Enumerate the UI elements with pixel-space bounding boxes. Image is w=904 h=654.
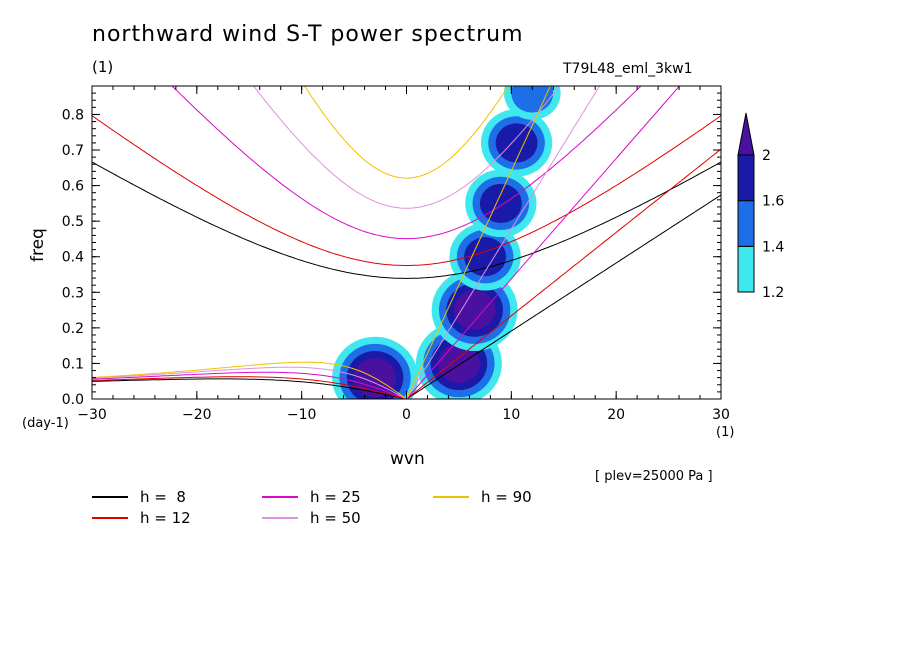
rossby-curve-4 [92,361,407,399]
kelvin-curve-0 [406,194,721,399]
y-tick-label-0: 0.0 [62,392,84,408]
y-axis-unit: (day-1) [22,416,69,431]
colorbar-band-2 [737,154,755,202]
legend-swatch [262,517,298,519]
y-tick-label-6: 0.6 [62,179,84,195]
kelvin-curve-3 [406,86,601,399]
legend-entry-0: h = 8 [92,488,186,506]
chart-title: northward wind S-T power spectrum [92,22,524,47]
legend-label: h = 90 [481,488,532,506]
x-tick-label-5: 20 [607,407,625,423]
x-axis-label: wvn [390,449,425,469]
kelvin-curve-2 [406,86,681,399]
spectral-peak-5-level-2 [495,123,538,163]
x-axis-unit: (1) [716,425,735,440]
legend-label: h = 8 [140,488,186,506]
colorbar-arrow [737,112,755,156]
gravity-curve-4 [304,86,509,179]
x-tick-label-4: 10 [502,407,520,423]
kelvin-curve-4 [406,86,551,399]
y-tick-label-8: 0.8 [62,107,84,123]
legend-entry-1: h = 12 [92,509,191,527]
rossby-curve-0 [92,378,407,399]
colorbar-band-1 [737,200,755,247]
y-tick-label-3: 0.3 [62,285,84,301]
chart-subtitle: (1) [92,58,114,76]
x-tick-label-3: 0 [402,407,411,423]
spectral-peak-1-level-3 [437,343,480,383]
legend-entry-4: h = 90 [433,488,532,506]
legend-label: h = 50 [310,509,361,527]
legend-swatch [92,496,128,498]
gravity-curve-0 [92,161,721,279]
run-name: T79L48_eml_3kw1 [563,61,693,77]
legend-label: h = 12 [140,509,191,527]
colorbar-label-2: 1.6 [762,194,784,210]
x-tick-label-2: −10 [287,407,317,423]
legend-swatch [262,496,298,498]
rossby-curve-2 [92,371,407,399]
rossby-curve-3 [92,366,407,399]
legend-label: h = 25 [310,488,361,506]
y-tick-label-1: 0.1 [62,356,84,372]
gravity-curve-1 [92,115,721,266]
y-tick-label-7: 0.7 [62,143,84,159]
spectral-peak-2-level-3 [453,290,496,330]
spectral-peak-6-level-1 [511,86,554,113]
pressure-level-note: [ plev=25000 Pa ] [595,469,713,484]
legend-entry-3: h = 50 [262,509,361,527]
colorbar-band-0 [737,245,755,293]
y-tick-label-4: 0.4 [62,250,84,266]
spectral-contours [332,86,561,399]
spectral-peak-3-level-2 [464,237,507,277]
y-tick-label-2: 0.2 [62,321,84,337]
x-tick-label-6: 30 [712,407,730,423]
x-tick-label-1: −20 [182,407,212,423]
colorbar-label-0: 1.2 [762,285,784,301]
gravity-curve-2 [171,86,642,240]
legend-swatch [92,517,128,519]
dispersion-curves [92,86,721,399]
gravity-curve-3 [252,86,561,209]
y-tick-label-5: 0.5 [62,214,84,230]
kelvin-curve-1 [406,148,721,399]
colorbar-label-3: 2 [762,148,771,164]
spectral-peak-4-level-2 [479,183,522,223]
legend-entry-2: h = 25 [262,488,361,506]
rossby-curve-1 [92,376,407,399]
legend-swatch [433,496,469,498]
x-tick-label-0: −30 [77,407,107,423]
colorbar-label-1: 1.4 [762,239,784,255]
